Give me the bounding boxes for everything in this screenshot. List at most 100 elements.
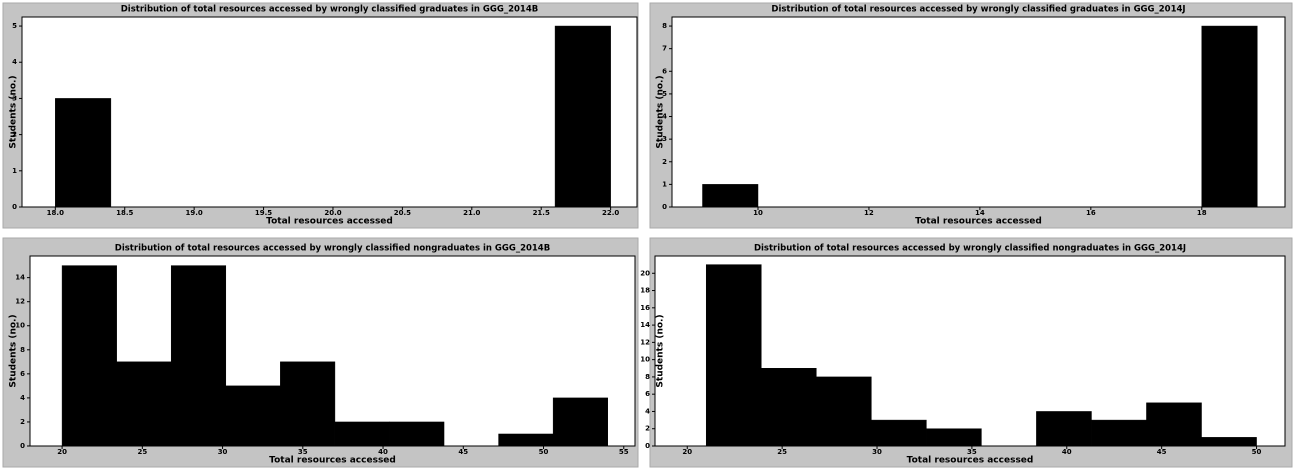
x-tick-label: 50 [1252, 448, 1262, 456]
bar [1201, 25, 1258, 208]
bar [926, 428, 982, 447]
bar [816, 376, 872, 447]
x-tick-label: 18 [1197, 209, 1207, 217]
y-tick-label: 16 [640, 304, 650, 312]
bar [170, 265, 227, 447]
bar [61, 265, 117, 447]
y-tick-label: 3 [662, 135, 667, 143]
x-tick-label: 55 [619, 448, 629, 456]
bar [702, 184, 759, 208]
y-tick-label: 4 [20, 394, 25, 402]
bar [871, 419, 927, 447]
x-axis-label: Total resources accessed [915, 217, 1042, 227]
x-tick-label: 50 [539, 448, 549, 456]
y-tick-label: 0 [20, 442, 25, 450]
bar [705, 264, 762, 447]
x-axis-label: Total resources accessed [266, 217, 393, 227]
x-axis-label: Total resources accessed [907, 456, 1034, 466]
y-tick-label: 1 [662, 180, 667, 188]
x-tick-label: 20 [682, 448, 692, 456]
x-axis-label: Total resources accessed [269, 456, 396, 466]
x-tick-label: 12 [864, 209, 874, 217]
x-tick-label: 40 [378, 448, 388, 456]
y-tick-label: 4 [662, 113, 667, 121]
y-tick-label: 6 [662, 67, 667, 75]
y-tick-label: 2 [12, 131, 17, 139]
y-tick-label: 2 [645, 425, 650, 433]
y-tick-label: 8 [662, 22, 667, 30]
x-tick-label: 21.0 [463, 209, 480, 217]
y-tick-label: 5 [12, 22, 17, 30]
bar [1146, 402, 1202, 447]
x-tick-label: 35 [298, 448, 308, 456]
plot-area [671, 16, 1286, 208]
bar [389, 421, 445, 447]
y-axis-label: Students (no.) [9, 75, 19, 148]
y-tick-label: 0 [12, 203, 17, 211]
y-tick-label: 4 [645, 407, 650, 415]
y-tick-label: 20 [640, 269, 650, 277]
y-tick-label: 1 [12, 167, 17, 175]
y-tick-label: 0 [645, 442, 650, 450]
x-tick-label: 19.5 [255, 209, 272, 217]
x-tick-label: 35 [967, 448, 977, 456]
x-tick-label: 40 [1062, 448, 1072, 456]
y-tick-label: 0 [662, 203, 667, 211]
bar [55, 98, 112, 208]
y-tick-label: 3 [12, 94, 17, 102]
x-tick-label: 20 [57, 448, 67, 456]
y-tick-label: 14 [640, 321, 650, 329]
bar [280, 361, 336, 447]
x-tick-label: 18.5 [116, 209, 133, 217]
y-tick-label: 2 [662, 158, 667, 166]
x-tick-label: 19.0 [186, 209, 203, 217]
x-tick-label: 21.5 [533, 209, 550, 217]
x-tick-label: 30 [872, 448, 882, 456]
x-tick-label: 18.0 [47, 209, 64, 217]
y-tick-label: 6 [20, 370, 25, 378]
y-tick-label: 6 [645, 390, 650, 398]
bar [334, 421, 390, 447]
y-tick-label: 10 [15, 322, 25, 330]
x-tick-label: 20.5 [394, 209, 411, 217]
y-tick-label: 10 [640, 356, 650, 364]
chart-title: Distribution of total resources accessed… [771, 5, 1185, 15]
x-tick-label: 20.0 [324, 209, 341, 217]
y-axis-label: Students (no.) [9, 314, 19, 387]
bar [498, 433, 554, 447]
y-tick-label: 7 [662, 45, 667, 53]
bar [116, 361, 172, 447]
y-tick-label: 18 [640, 287, 650, 295]
y-axis-label: Students (no.) [656, 314, 666, 387]
y-tick-label: 8 [20, 346, 25, 354]
x-tick-label: 45 [458, 448, 468, 456]
x-tick-label: 45 [1157, 448, 1167, 456]
bar [1036, 411, 1092, 447]
bar [554, 25, 611, 208]
y-tick-label: 14 [15, 274, 25, 282]
x-tick-label: 22.0 [602, 209, 619, 217]
bar [1091, 419, 1147, 447]
y-tick-label: 12 [640, 338, 650, 346]
chart-title: Distribution of total resources accessed… [754, 244, 1186, 254]
x-tick-label: 10 [753, 209, 763, 217]
bar [1201, 437, 1257, 447]
chart-title: Distribution of total resources accessed… [121, 5, 538, 15]
x-tick-label: 16 [1086, 209, 1096, 217]
y-tick-label: 2 [20, 418, 25, 426]
chart-title: Distribution of total resources accessed… [115, 244, 550, 254]
bar [552, 397, 608, 447]
x-tick-label: 25 [777, 448, 787, 456]
plot-area [21, 16, 638, 208]
y-tick-label: 8 [645, 373, 650, 381]
y-tick-label: 5 [662, 90, 667, 98]
y-axis-label: Students (no.) [656, 75, 666, 148]
x-tick-label: 25 [137, 448, 147, 456]
x-tick-label: 30 [218, 448, 228, 456]
bar [225, 385, 281, 447]
bar [761, 368, 817, 447]
x-tick-label: 14 [975, 209, 985, 217]
y-tick-label: 4 [12, 58, 17, 66]
y-tick-label: 12 [15, 298, 25, 306]
